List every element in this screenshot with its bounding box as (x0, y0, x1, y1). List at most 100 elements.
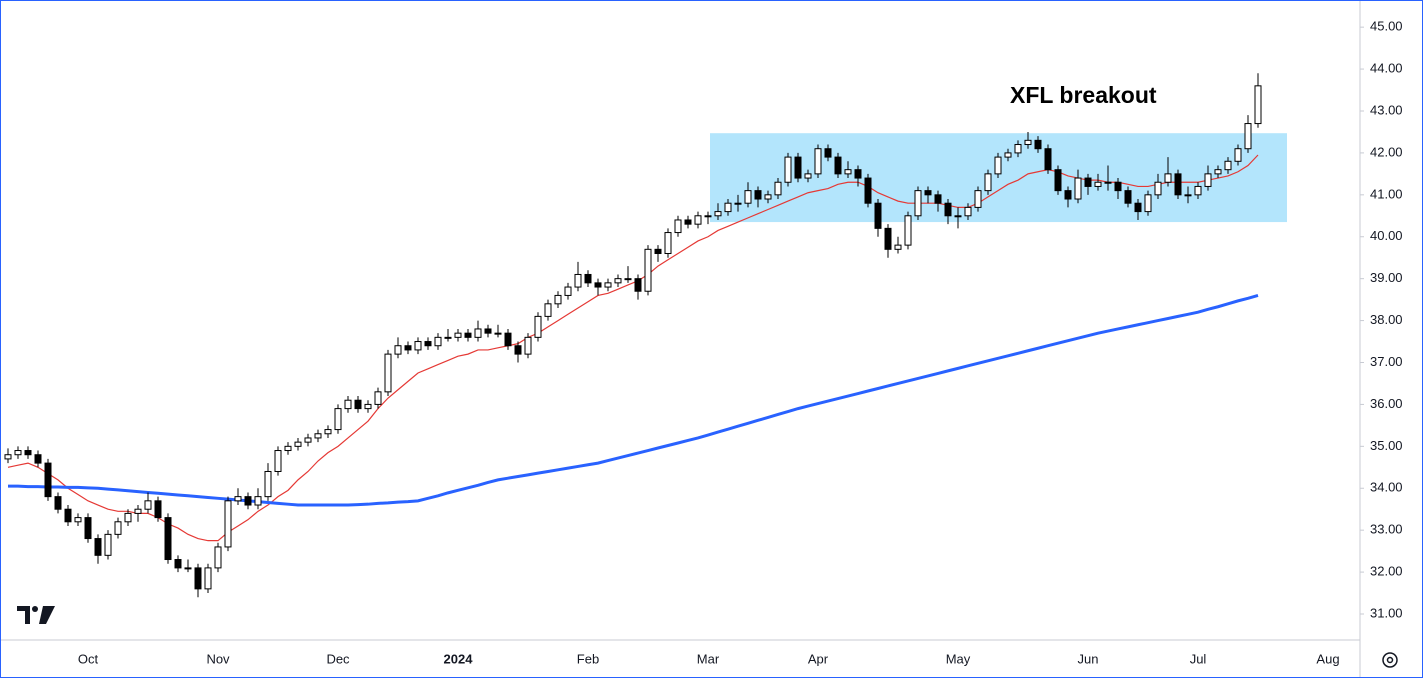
gear-hub[interactable] (1386, 656, 1394, 664)
x-tick-label: 2024 (444, 651, 474, 666)
candle-body (1224, 160, 1232, 171)
candle-body (714, 211, 722, 217)
candle-body (724, 202, 732, 213)
candle-body (1214, 169, 1222, 175)
candle-body (224, 500, 232, 548)
candle-body (1174, 173, 1182, 196)
y-tick-label: 44.00 (1370, 61, 1403, 76)
settings-icon[interactable] (1382, 652, 1398, 668)
candle-body (1004, 152, 1012, 158)
plot-area (4, 73, 1287, 598)
candle-body (1244, 123, 1252, 150)
x-tick-label: Apr (808, 651, 829, 666)
annotation: XFL breakout (1010, 82, 1157, 108)
candle-body (334, 408, 342, 431)
candle-body (1194, 185, 1202, 196)
candle-body (514, 345, 522, 355)
candle-body (1164, 173, 1172, 183)
y-tick-label: 40.00 (1370, 228, 1403, 243)
candle-body (54, 496, 62, 510)
candle-body (634, 278, 642, 292)
candle-body (684, 219, 692, 225)
candle-body (484, 328, 492, 334)
candle-body (424, 341, 432, 347)
candle-body (1184, 194, 1192, 197)
candle-body (734, 202, 742, 205)
x-tick-label: Aug (1316, 651, 1339, 666)
candle-body (1094, 181, 1102, 187)
candle-body (204, 567, 212, 590)
gear[interactable] (1382, 652, 1398, 668)
candle-body (104, 533, 112, 556)
x-tick-label: Mar (697, 651, 720, 666)
candle-body (604, 282, 612, 288)
candle-body (774, 181, 782, 196)
candle-body (294, 441, 302, 447)
candle-body (114, 521, 122, 535)
candle-body (364, 403, 372, 410)
candle-body (834, 156, 842, 175)
moving-average (8, 293, 1259, 507)
candle-body (1034, 139, 1042, 150)
candle-body (1124, 190, 1132, 204)
candle-body (1084, 177, 1092, 187)
y-tick-label: 34.00 (1370, 480, 1403, 495)
candle-body (764, 194, 772, 200)
candle-body (894, 244, 902, 250)
candle-body (254, 496, 262, 506)
candle-body (394, 345, 402, 355)
candle-body (24, 450, 32, 456)
y-tick-label: 32.00 (1370, 564, 1403, 579)
candle-body (144, 500, 152, 510)
candle-body (384, 353, 392, 393)
y-tick-label: 37.00 (1370, 354, 1403, 369)
candle-body (124, 512, 132, 523)
candle-body (234, 496, 242, 502)
candle-body (784, 156, 792, 183)
candle-body (964, 206, 972, 217)
candle-body (624, 278, 632, 281)
candle-body (1044, 148, 1052, 171)
candle-body (34, 454, 42, 464)
candle-body (544, 303, 552, 317)
candle-body (534, 315, 542, 338)
candle-body (374, 391, 382, 405)
y-tick-label: 31.00 (1370, 605, 1403, 620)
y-tick-label: 41.00 (1370, 186, 1403, 201)
y-tick-label: 42.00 (1370, 144, 1403, 159)
candle-body (794, 156, 802, 179)
candle-body (614, 278, 622, 284)
x-tick-label: Jun (1078, 651, 1099, 666)
candle-body (14, 450, 22, 456)
candle-body (184, 567, 192, 570)
logo-mark (39, 606, 55, 624)
x-tick-label: Feb (577, 651, 599, 666)
candle-body (154, 500, 162, 519)
candle-body (1254, 85, 1262, 125)
y-tick-label: 35.00 (1370, 438, 1403, 453)
candle-body (264, 470, 272, 498)
y-tick-label: 33.00 (1370, 522, 1403, 537)
candle-body (1024, 139, 1032, 146)
candle-body (494, 332, 502, 335)
candle-body (694, 215, 702, 225)
candle-body (584, 273, 592, 284)
candle-body (1134, 202, 1142, 213)
candle-body (1154, 181, 1162, 196)
candle-body (94, 538, 102, 556)
candle-body (844, 169, 852, 175)
candle-body (4, 454, 12, 460)
candle-body (654, 248, 662, 255)
y-tick-label: 39.00 (1370, 270, 1403, 285)
candle-body (1234, 148, 1242, 162)
candle-body (1014, 144, 1022, 154)
candle-body (1204, 173, 1212, 187)
candle-body (404, 345, 412, 351)
candle-body (1104, 181, 1112, 184)
candle-body (64, 508, 72, 523)
candle-body (304, 437, 312, 443)
candle-body (904, 215, 912, 246)
candle-body (214, 546, 222, 569)
candle-body (44, 462, 52, 498)
